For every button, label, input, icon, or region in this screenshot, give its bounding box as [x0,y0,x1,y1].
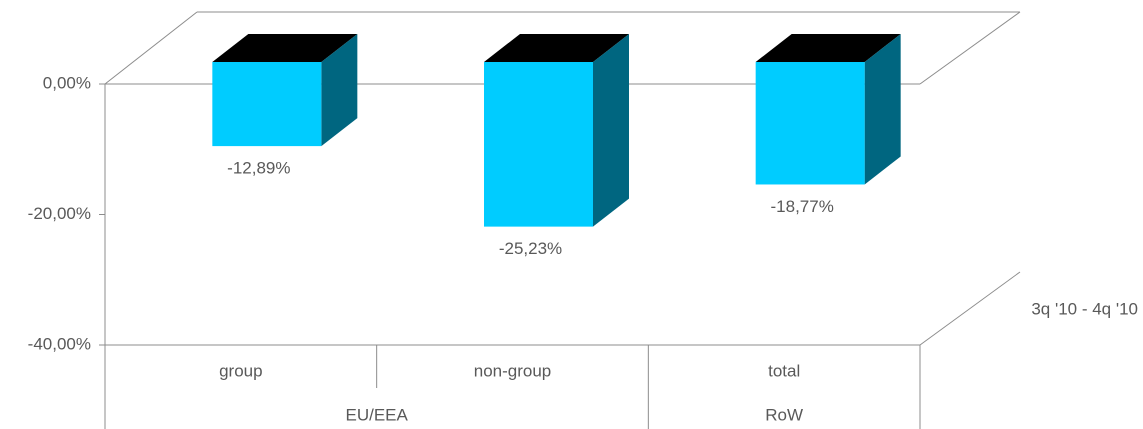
frame [104,11,1021,429]
bar-top [755,34,901,62]
bar [484,62,593,227]
y-tick-label: 0,00% [43,73,91,92]
data-label: -18,77% [771,197,834,216]
bar-side [593,34,629,227]
x-tick-label: non-group [474,361,552,380]
x-tick-label: group [219,361,262,380]
bar [212,62,322,147]
group-label: RoW [765,405,803,424]
bar-side [321,34,358,147]
series-label: 3q '10 - 4q '10 [1031,299,1138,318]
bar-top [212,34,358,62]
y-tick-label: -20,00% [28,204,91,223]
data-label: -25,23% [499,239,562,258]
bar-side [864,34,901,185]
group-label: EU/EEA [345,405,408,424]
y-tick-label: -40,00% [28,334,91,353]
bar [755,62,865,185]
bar-top [484,34,629,62]
data-label: -12,89% [227,159,290,178]
x-tick-label: total [768,361,800,380]
